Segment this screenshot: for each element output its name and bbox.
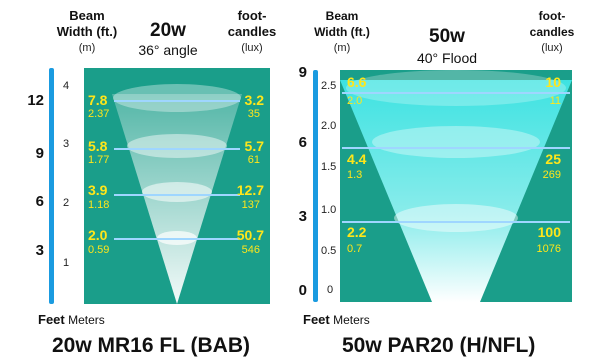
left-beam-panel: 7.8 2.37 3.2 35 5.8 1.77 5.7 61 3.9 1.18… [84,68,270,304]
right-footcandles-value: 25 [545,151,561,167]
right-beam-width-m: 2.0 [347,95,363,107]
right-feet-tick: 0 [298,282,307,299]
right-beam-cone [340,70,572,302]
left-footcandles-header: foot- candles [227,8,277,39]
left-axis-bar [49,68,54,304]
right-axis-bar [313,70,318,302]
left-beam-angle: 36° angle [138,42,198,58]
left-lux-unit: (lux) [241,42,263,54]
right-distance-line [342,92,570,94]
left-lux-value: 546 [241,244,260,256]
right-beam-panel: 6.6 2.0 10 11 4.4 1.3 25 269 2.2 0.7 100… [340,70,572,302]
right-feet-tick: 6 [298,134,307,151]
left-footcandles-value: 12.7 [236,182,264,198]
left-feet-tick: 6 [35,193,44,210]
left-lux-value: 61 [247,154,260,166]
left-beam-width-m: 0.59 [88,244,110,256]
left-beam-width-ft: 7.8 [88,92,108,108]
left-beam-width-ft: 3.9 [88,182,108,198]
right-feet-tick: 9 [298,64,307,81]
right-beam-width-ft: 6.6 [347,74,367,90]
left-meter-tick: 3 [63,138,70,150]
right-distance-line [342,221,570,223]
left-beam-width-m: 1.77 [88,154,110,166]
left-beam-width-ft: 5.8 [88,138,108,154]
right-meter-tick: 0.5 [321,245,337,257]
left-footcandles-value: 50.7 [236,227,264,243]
right-beam-angle: 40° Flood [416,50,478,66]
right-beam-width-m: 1.3 [347,169,363,181]
left-footcandles-value: 5.7 [244,138,264,154]
left-beam-width-header: Beam Width (ft.) [56,8,118,39]
left-beam-width-ft: 2.0 [88,227,108,243]
right-meter-tick: 1.0 [321,204,337,216]
left-feet-tick: 3 [35,242,44,259]
left-beam-unit: (m) [78,42,96,54]
left-distance-line [114,100,240,102]
right-meters-label: Meters [333,313,370,327]
right-footcandles-header: foot- candles [529,9,575,39]
left-distance-line [114,194,240,196]
left-wattage: 20w [150,20,186,41]
right-footcandles-value: 10 [545,74,561,90]
right-beam-width-ft: 2.2 [347,224,367,240]
right-meter-tick: 2.5 [321,80,337,92]
left-meters-label: Meters [68,313,105,327]
right-feet-tick: 3 [298,208,307,225]
right-lux-value: 1076 [536,243,561,255]
left-footcandles-value: 3.2 [244,92,264,108]
left-beam-width-m: 1.18 [88,199,110,211]
right-feet-label: Feet [303,312,330,327]
left-meter-tick: 2 [63,197,70,209]
left-meter-tick: 1 [63,257,70,269]
left-distance-line [114,148,240,150]
left-units-label: Feet Meters [38,312,105,327]
right-lux-value: 11 [549,95,561,107]
right-distance-line [342,147,570,149]
right-beam-width-m: 0.7 [347,243,363,255]
left-lux-value: 137 [241,199,260,211]
right-footcandles-value: 100 [537,224,561,240]
right-meter-tick: 0 [327,284,334,296]
right-lux-unit: (lux) [541,42,563,54]
left-feet-tick: 12 [27,92,44,109]
left-beam-width-m: 2.37 [88,108,110,120]
left-feet-tick: 9 [35,145,44,162]
right-product-title: 50w PAR20 (H/NFL) [342,334,536,357]
left-meter-tick: 4 [63,80,70,92]
right-meter-tick: 1.5 [321,161,337,173]
right-units-label: Feet Meters [303,312,370,327]
left-distance-line [114,238,240,240]
right-meter-tick: 2.0 [321,120,337,132]
right-wattage: 50w [429,26,465,47]
left-product-title: 20w MR16 FL (BAB) [52,334,250,357]
left-feet-label: Feet [38,312,65,327]
left-beam-cone [112,84,242,304]
right-beam-width-ft: 4.4 [347,151,367,167]
left-lux-value: 35 [247,108,260,120]
right-lux-value: 269 [542,169,561,181]
right-beam-width-header: Beam Width (ft.) [314,9,370,39]
right-beam-unit: (m) [333,42,351,54]
